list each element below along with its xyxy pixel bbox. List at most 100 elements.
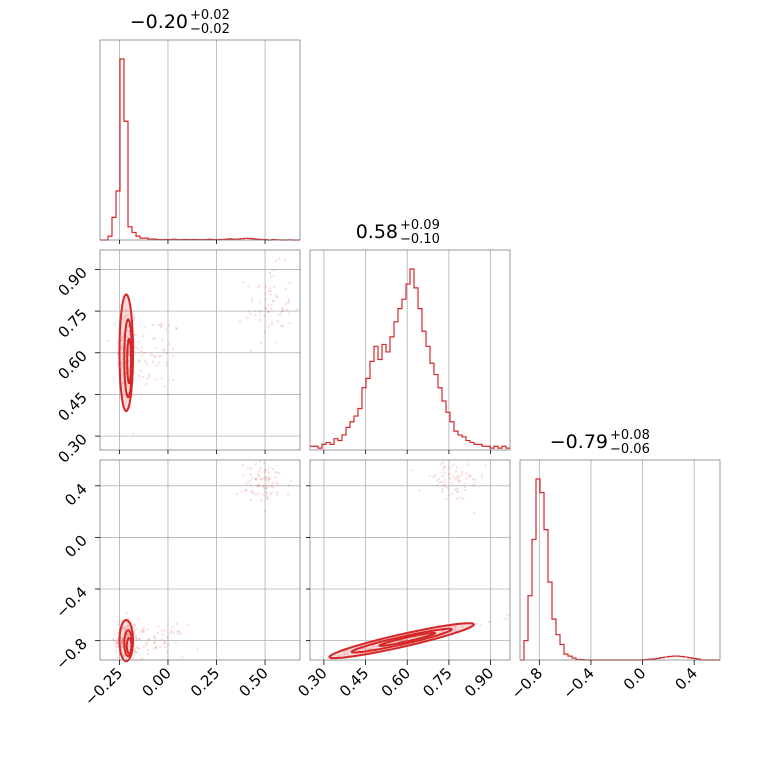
scatter-point: [279, 313, 282, 316]
x-tick-label: 0.90: [461, 664, 497, 700]
scatter-point: [164, 645, 167, 649]
scatter-point: [270, 307, 273, 310]
scatter-point: [338, 654, 341, 658]
scatter-point: [463, 485, 466, 488]
scatter-point: [126, 328, 129, 332]
scatter-point: [272, 269, 275, 272]
scatter-point: [160, 629, 164, 632]
scatter-point: [163, 385, 166, 388]
scatter-point: [277, 313, 280, 316]
scatter-point: [457, 475, 461, 478]
scatter-point: [145, 362, 148, 365]
scatter-point: [132, 313, 135, 316]
scatter-point: [475, 622, 479, 625]
scatter-point: [261, 477, 265, 480]
scatter-point: [258, 470, 261, 473]
scatter-point: [174, 641, 178, 645]
scatter-point: [127, 643, 131, 646]
scatter-point: [115, 641, 118, 644]
scatter-point: [249, 349, 252, 352]
scatter-point: [113, 633, 116, 636]
scatter-point: [267, 478, 270, 481]
scatter-point: [153, 635, 156, 639]
scatter-point: [268, 466, 271, 469]
scatter-point: [280, 310, 283, 313]
scatter-point: [115, 641, 119, 645]
scatter-point: [258, 310, 261, 313]
scatter-point: [256, 286, 260, 289]
scatter-point: [250, 476, 254, 480]
scatter-point: [264, 285, 268, 288]
scatter-point: [256, 473, 260, 476]
scatter-point: [172, 354, 175, 358]
scatter-point: [144, 644, 147, 648]
scatter-point: [453, 488, 457, 491]
scatter-point: [115, 650, 118, 653]
scatter-point: [137, 637, 141, 640]
scatter-point: [132, 319, 135, 322]
scatter-point: [117, 620, 120, 623]
scatter-point: [288, 281, 292, 284]
scatter-point: [463, 488, 467, 492]
title-minus-1: −0.10: [400, 232, 440, 247]
scatter-point: [135, 627, 138, 631]
scatter-point: [143, 351, 146, 354]
histogram-0: [100, 58, 300, 241]
scatter-point: [258, 284, 261, 287]
scatter-point: [134, 650, 138, 654]
scatter-point: [161, 338, 164, 341]
scatter-point: [121, 641, 124, 644]
scatter-point: [428, 475, 432, 478]
scatter-point: [120, 345, 124, 348]
x-tick-label: 0.60: [378, 664, 414, 700]
scatter-point: [166, 635, 169, 639]
scatter-point: [264, 298, 268, 301]
scatter-point: [115, 641, 119, 644]
scatter-point: [454, 625, 457, 628]
y-tick-label: 0.30: [54, 430, 90, 466]
scatter-point: [132, 433, 135, 436]
scatter-point: [276, 296, 279, 299]
scatter-point: [440, 480, 443, 483]
scatter-point: [161, 377, 164, 380]
scatter-point: [263, 314, 266, 318]
scatter-point: [362, 647, 365, 650]
scatter-point: [120, 363, 124, 366]
scatter-point: [256, 483, 259, 487]
scatter-point: [113, 323, 116, 326]
scatter-point: [250, 490, 253, 493]
scatter-point: [457, 480, 461, 484]
scatter-point: [468, 475, 471, 479]
scatter-point: [139, 629, 143, 632]
scatter-point: [275, 481, 278, 484]
scatter-point: [249, 473, 252, 476]
scatter-point: [249, 467, 253, 470]
contour-level-1: [123, 629, 133, 658]
scatter-point: [365, 647, 368, 650]
scatter-point: [346, 653, 349, 656]
scatter-point: [125, 309, 128, 312]
scatter-point: [270, 275, 273, 279]
scatter-point: [137, 374, 141, 378]
scatter-point: [165, 364, 168, 367]
title-minus-0: −0.02: [190, 22, 230, 37]
scatter-point: [262, 493, 265, 496]
y-tick-label: 0.90: [54, 264, 90, 300]
scatter-point: [253, 310, 256, 313]
scatter-point: [125, 335, 129, 339]
scatter-point: [257, 485, 260, 488]
scatter-point: [436, 484, 440, 487]
scatter-point: [155, 378, 158, 381]
y-tick-label: 0.45: [54, 389, 90, 425]
scatter-point: [281, 307, 284, 310]
scatter-point: [473, 478, 477, 481]
scatter-point: [249, 483, 252, 486]
x-tick-label: −0.4: [559, 664, 597, 702]
scatter-point: [235, 492, 239, 495]
scatter-point: [276, 482, 280, 486]
scatter-point: [175, 622, 179, 625]
scatter-point: [133, 650, 136, 653]
scatter-point: [446, 487, 450, 490]
label-layer: −0.25 0.00 0.25 0.50 0.30 0.45 0.60 0.75 0.90 −0.…: [52, 8, 701, 709]
scatter-point: [124, 626, 128, 630]
